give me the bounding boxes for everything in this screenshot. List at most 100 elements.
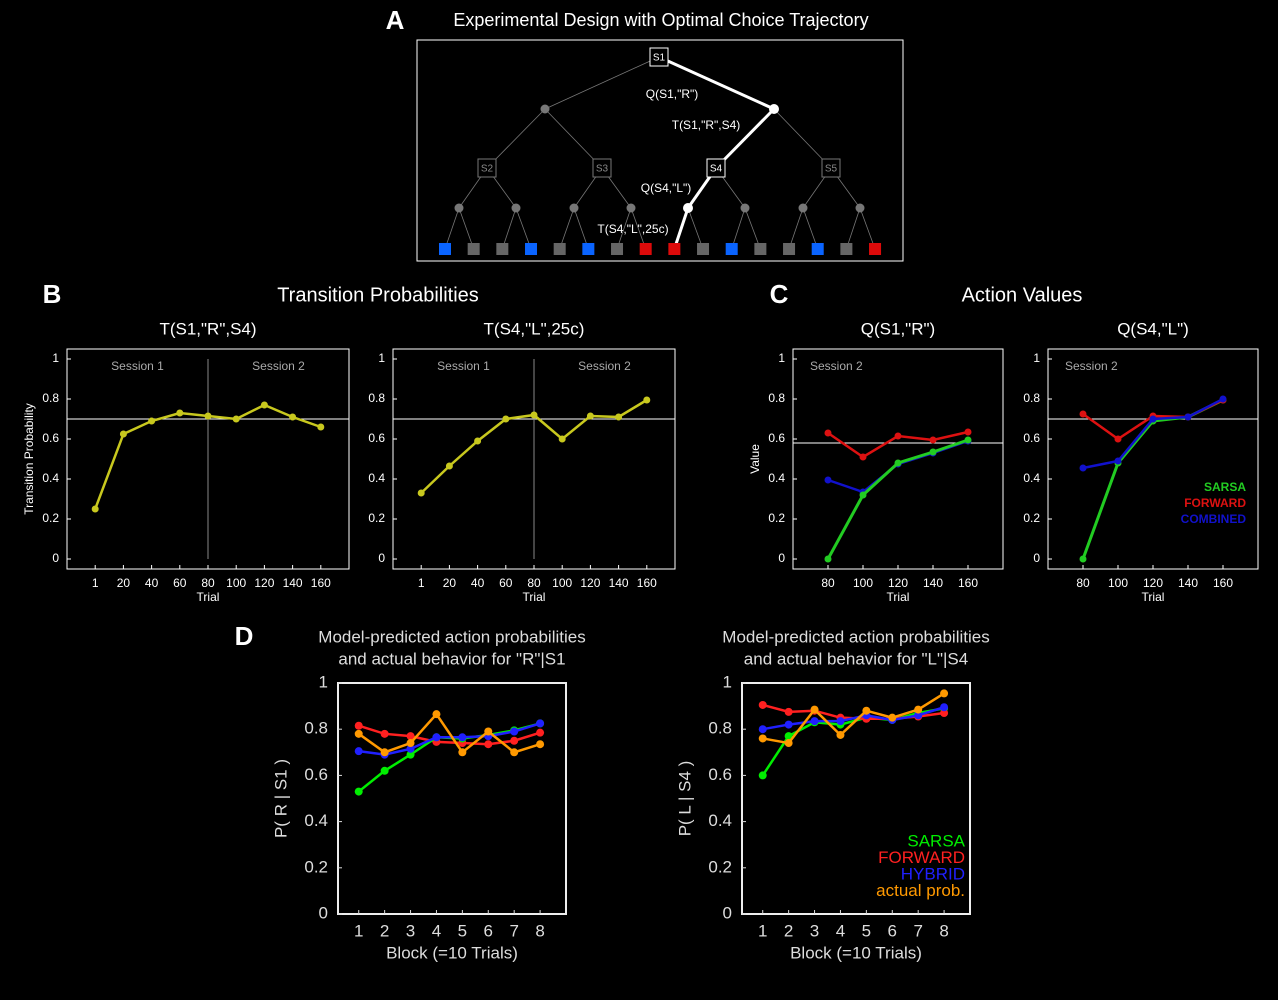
data-point (510, 727, 519, 736)
x-tick-label: 5 (862, 921, 871, 940)
data-point (317, 423, 325, 431)
outcome-leaf (553, 243, 566, 255)
x-axis-label: Trial (887, 590, 910, 604)
panel-label: A (386, 5, 405, 35)
y-tick-label: 0.6 (304, 765, 328, 784)
x-tick-label: 80 (1076, 576, 1090, 590)
tree-edge (544, 108, 603, 169)
panel-label: C (770, 279, 789, 309)
tree-edge (515, 207, 532, 250)
state-node (649, 47, 669, 67)
session-label: Session 1 (111, 359, 164, 373)
y-tick-label: 0 (52, 551, 59, 565)
chance-node (511, 203, 521, 213)
y-tick-label: 0.8 (368, 391, 385, 405)
y-axis-label: Value (748, 444, 762, 474)
x-tick-label: 60 (499, 576, 513, 590)
x-tick-label: 120 (254, 576, 274, 590)
x-tick-label: 140 (283, 576, 303, 590)
data-point (536, 728, 545, 737)
optimal-edge (714, 107, 776, 170)
data-point (758, 734, 767, 743)
data-point (940, 703, 949, 712)
x-tick-label: 160 (311, 576, 331, 590)
data-point (1149, 415, 1157, 423)
chart-title: Q(S4,"L") (1117, 319, 1189, 338)
outcome-leaf (467, 243, 480, 255)
data-point (758, 725, 767, 734)
x-tick-label: 140 (1178, 576, 1198, 590)
data-point (502, 415, 510, 423)
x-tick-label: 7 (509, 921, 518, 940)
y-tick-label: 0.2 (768, 511, 785, 525)
data-point (432, 710, 441, 719)
y-axis-label: Transition Probability (22, 403, 36, 515)
chart-title: Model-predicted action probabilities (722, 627, 989, 646)
series-line (762, 706, 945, 731)
x-tick-label: 4 (836, 921, 845, 940)
y-tick-label: 0.8 (1023, 391, 1040, 405)
data-point (406, 750, 415, 759)
y-tick-label: 0.6 (368, 431, 385, 445)
data-point (929, 448, 937, 456)
state-node (706, 158, 726, 178)
y-tick-label: 0.6 (42, 431, 59, 445)
data-point (914, 711, 923, 720)
legend-entry: actual prob. (876, 881, 965, 900)
chance-node (798, 203, 808, 213)
data-point (824, 555, 832, 563)
y-tick-label: 0.2 (304, 857, 328, 876)
outcome-leaf (783, 243, 796, 255)
data-point (784, 732, 793, 741)
tree-edge (544, 56, 660, 110)
chart-title: T(S1,"R",S4) (159, 319, 256, 338)
x-tick-label: 80 (821, 576, 835, 590)
y-tick-label: 0.4 (42, 471, 59, 485)
x-tick-label: 100 (552, 576, 572, 590)
y-tick-label: 1 (52, 351, 59, 365)
y-tick-label: 1 (319, 672, 328, 691)
x-tick-label: 60 (173, 576, 187, 590)
data-point (417, 489, 425, 497)
x-tick-label: 2 (784, 921, 793, 940)
x-tick-label: 160 (1213, 576, 1233, 590)
tree-edge (630, 207, 647, 250)
legend-entry: FORWARD (878, 848, 965, 867)
tree-edge (687, 207, 704, 250)
data-point (530, 411, 538, 419)
data-point (914, 705, 923, 714)
optimal-edge (658, 55, 775, 111)
x-tick-label: 6 (888, 921, 897, 940)
data-point (406, 739, 415, 748)
state-node (592, 158, 612, 178)
data-point (1079, 464, 1087, 472)
x-tick-label: 40 (145, 576, 159, 590)
chance-node (740, 203, 750, 213)
data-point (204, 412, 212, 420)
y-tick-label: 0.6 (768, 431, 785, 445)
data-point (536, 719, 545, 728)
outcome-leaf (639, 243, 652, 255)
y-tick-label: 0 (1033, 551, 1040, 565)
panel-title: Experimental Design with Optimal Choice … (453, 10, 868, 30)
diagram-frame (416, 39, 904, 262)
tree-edge (559, 207, 575, 250)
data-point (810, 705, 819, 714)
outcome-leaf (697, 243, 710, 255)
data-point (758, 700, 767, 709)
data-point (615, 413, 623, 421)
chance-node (626, 203, 636, 213)
x-tick-label: 140 (609, 576, 629, 590)
y-tick-label: 1 (378, 351, 385, 365)
x-tick-label: 120 (580, 576, 600, 590)
tree-edge (859, 207, 876, 250)
outcome-leaf (840, 243, 853, 255)
data-point (1114, 457, 1122, 465)
x-tick-label: 80 (201, 576, 215, 590)
x-tick-label: 8 (535, 921, 544, 940)
outcome-leaf (611, 243, 624, 255)
x-tick-label: 2 (380, 921, 389, 940)
y-tick-label: 0.4 (768, 471, 785, 485)
data-point (1079, 410, 1087, 418)
